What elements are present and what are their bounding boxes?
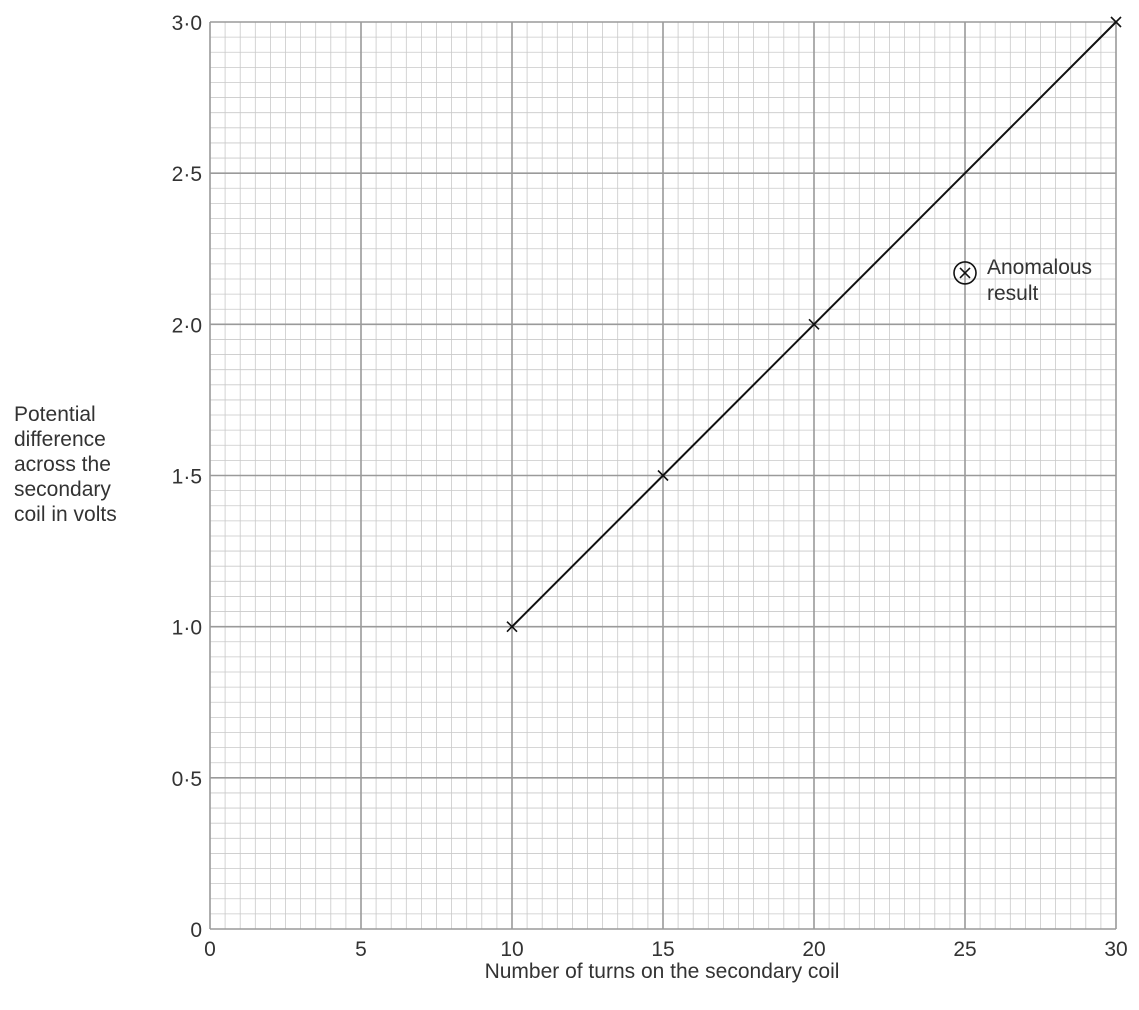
annotation-text: Anomalous bbox=[987, 256, 1092, 279]
x-tick-label: 25 bbox=[953, 938, 976, 961]
y-axis-title: Potential difference across the secondar… bbox=[14, 402, 189, 527]
y-axis-title-line: difference bbox=[14, 428, 106, 451]
x-tick-label: 20 bbox=[802, 938, 825, 961]
x-tick-labels: 0 5 10 15 20 25 30 bbox=[204, 938, 1128, 961]
y-tick-labels: 0 0·5 1·0 1·5 2·0 2·5 3·0 bbox=[172, 12, 202, 942]
y-tick-label: 0·5 bbox=[172, 768, 202, 791]
y-axis-title-line: secondary bbox=[14, 478, 111, 501]
y-axis-title-line: coil in volts bbox=[14, 503, 117, 526]
data-point bbox=[1110, 16, 1122, 28]
y-tick-label: 1·0 bbox=[172, 617, 202, 640]
data-point bbox=[506, 621, 518, 633]
data-point-stroke bbox=[506, 621, 518, 633]
data-point-stroke bbox=[808, 318, 820, 330]
x-tick-label: 0 bbox=[204, 938, 216, 961]
data-point bbox=[808, 318, 820, 330]
x-axis-title: Number of turns on the secondary coil bbox=[485, 960, 840, 983]
anomalous-point bbox=[953, 261, 977, 285]
y-tick-label: 0 bbox=[190, 919, 202, 942]
y-tick-label: 2·5 bbox=[172, 163, 202, 186]
annotation-text: result bbox=[987, 282, 1039, 305]
series-layer bbox=[506, 16, 1122, 633]
data-point bbox=[657, 469, 669, 482]
data-point-stroke bbox=[657, 469, 669, 482]
y-tick-label: 3·0 bbox=[172, 12, 202, 35]
x-tick-label: 5 bbox=[355, 938, 367, 961]
annotation-layer: Anomalous result bbox=[953, 256, 1092, 305]
x-tick-label: 15 bbox=[651, 938, 674, 961]
y-axis-title-line: across the bbox=[14, 453, 111, 476]
anomalous-point-stroke bbox=[959, 267, 971, 279]
y-tick-label: 2·0 bbox=[172, 314, 202, 337]
y-tick-label: 1·5 bbox=[172, 466, 202, 489]
x-tick-label: 10 bbox=[500, 938, 523, 961]
anomalous-point-circle bbox=[953, 261, 977, 285]
y-axis-title-line: Potential bbox=[14, 403, 96, 426]
x-tick-label: 30 bbox=[1104, 938, 1127, 961]
data-point-stroke bbox=[1110, 16, 1122, 28]
